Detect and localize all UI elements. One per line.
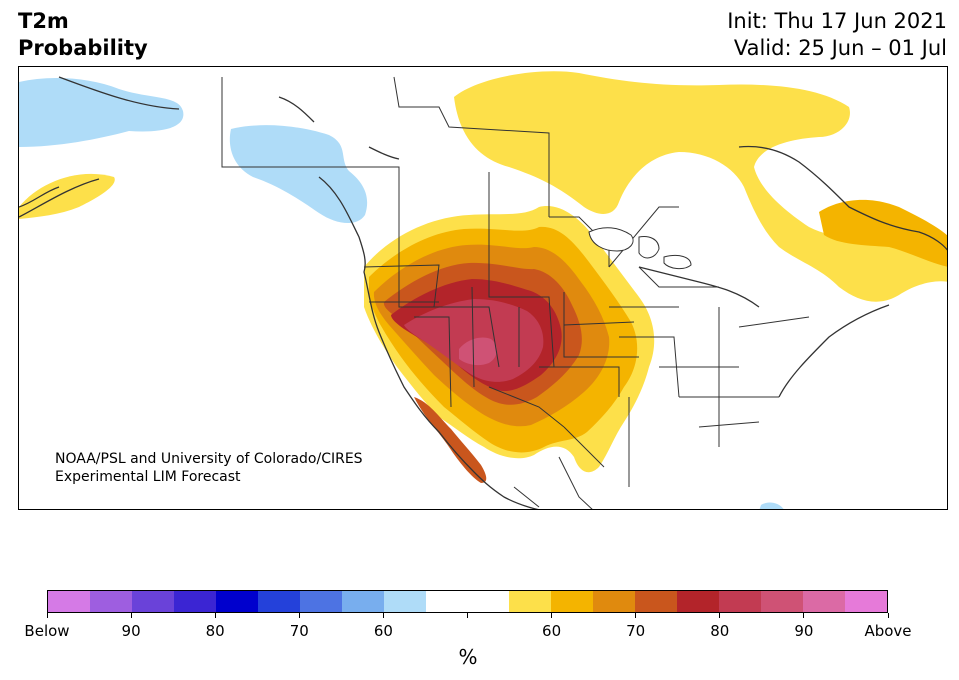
legend-tick-mark — [382, 613, 384, 618]
legend-tick-mark — [467, 613, 468, 618]
legend-tick-mark — [130, 613, 132, 618]
map-svg — [19, 71, 947, 509]
legend-swatch — [425, 591, 468, 612]
warm-region-northcoast — [19, 173, 115, 219]
warm-region-90 — [459, 337, 497, 366]
great-lakes — [588, 227, 692, 270]
legend-swatch — [635, 591, 678, 612]
legend-swatch — [173, 591, 216, 612]
init-date: Init: Thu 17 Jun 2021 — [727, 9, 947, 33]
legend-tick-label: 90 — [794, 622, 814, 640]
legend-swatch — [677, 591, 720, 612]
forecast-dates: Init: Thu 17 Jun 2021 Valid: 25 Jun – 01… — [727, 8, 947, 62]
legend-unit: % — [458, 645, 478, 669]
warm-region-quebec — [819, 199, 947, 267]
legend-tick-label: Above — [864, 622, 912, 640]
cool-region-alaska — [19, 77, 184, 147]
legend-swatch — [215, 591, 258, 612]
legend-swatch — [467, 591, 510, 612]
legend-tick-label: 90 — [121, 622, 141, 640]
credit-line-1: NOAA/PSL and University of Colorado/CIRE… — [55, 451, 363, 467]
title-variable: T2m — [18, 9, 69, 33]
legend-swatch — [341, 591, 384, 612]
legend-tick-label: 80 — [205, 622, 225, 640]
legend-tick-mark — [887, 613, 889, 618]
probability-map — [18, 66, 948, 510]
legend-swatch — [803, 591, 846, 612]
legend-tick-label: 60 — [373, 622, 393, 640]
legend-swatch — [845, 591, 888, 612]
legend-swatch — [131, 591, 174, 612]
legend-tick-label: 80 — [710, 622, 730, 640]
coastline — [19, 76, 947, 509]
legend-tick-mark — [635, 613, 637, 618]
cool-region-westcanada — [229, 125, 368, 224]
warm-region-baja — [414, 397, 487, 483]
legend-swatch — [551, 591, 594, 612]
legend-swatch — [48, 591, 90, 612]
valid-date: Valid: 25 Jun – 01 Jul — [733, 36, 947, 60]
legend-tick-mark — [803, 613, 805, 618]
legend-swatch — [299, 591, 342, 612]
legend-swatch — [89, 591, 132, 612]
legend-tick-label: 70 — [626, 622, 646, 640]
legend-tick-mark — [46, 613, 48, 618]
legend-swatch — [761, 591, 804, 612]
map-boundaries — [221, 76, 810, 509]
legend-tick-mark — [551, 613, 553, 618]
legend-tick-mark — [214, 613, 216, 618]
cool-region-mexico — [759, 502, 784, 509]
legend-tick-label: 70 — [289, 622, 309, 640]
legend-tick-label: 60 — [542, 622, 562, 640]
legend-swatch — [509, 591, 552, 612]
credit-text: NOAA/PSL and University of Colorado/CIRE… — [55, 450, 363, 486]
legend-swatch — [593, 591, 636, 612]
credit-line-2: Experimental LIM Forecast — [55, 469, 241, 485]
color-legend — [47, 590, 888, 613]
title-type: Probability — [18, 36, 148, 60]
legend-tick-mark — [719, 613, 721, 618]
legend-swatch — [257, 591, 300, 612]
warm-region-canada — [454, 71, 947, 302]
chart-title: T2m Probability — [18, 8, 148, 62]
legend-swatch — [719, 591, 762, 612]
legend-tick-mark — [298, 613, 300, 618]
legend-swatch — [383, 591, 426, 612]
legend-tick-label: Below — [24, 622, 70, 640]
